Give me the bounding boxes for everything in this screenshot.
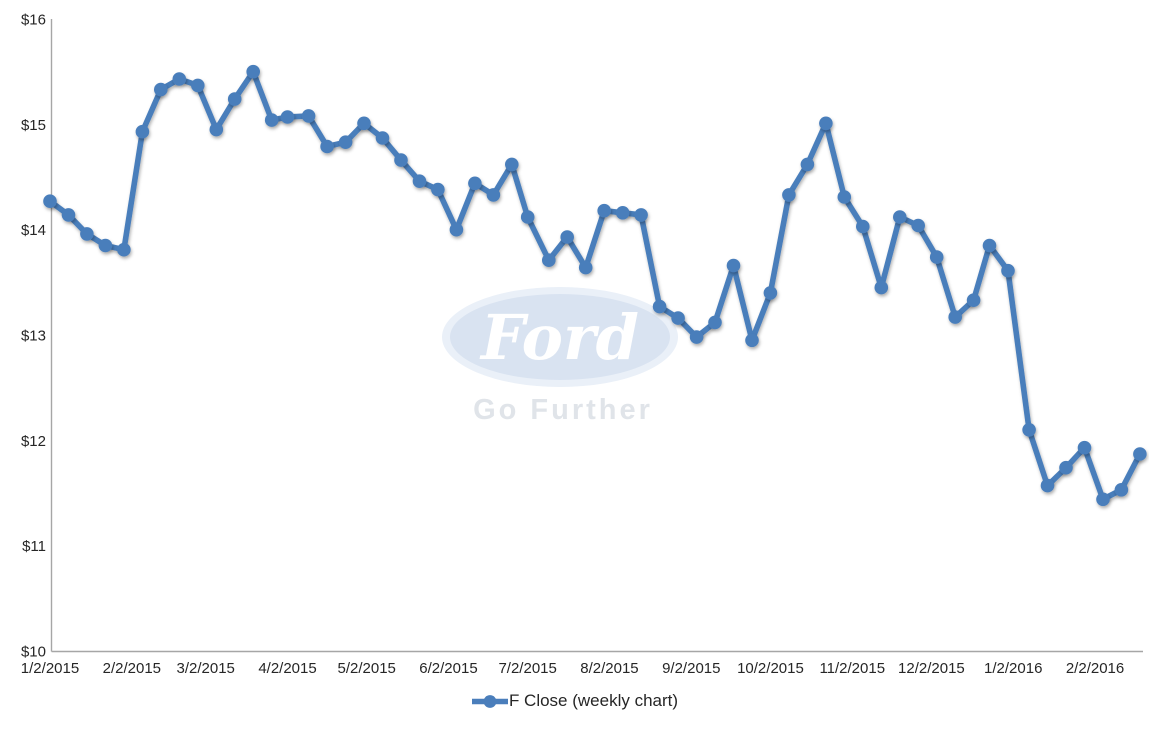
- data-point-marker: [542, 253, 556, 267]
- data-point-marker: [486, 188, 501, 202]
- data-point-marker: [227, 92, 242, 106]
- data-point-marker: [634, 208, 648, 222]
- y-tick-label: $11: [22, 538, 46, 555]
- data-point-marker: [782, 188, 796, 202]
- price-series: [43, 64, 1147, 507]
- x-tick-label: 2/2/2016: [1066, 660, 1124, 677]
- data-point-marker: [135, 124, 150, 139]
- data-point-marker: [394, 153, 408, 167]
- data-point-marker: [893, 210, 907, 224]
- x-tick-label: 1/2/2016: [984, 660, 1042, 677]
- y-axis-labels: $16 $15 $14 $13 $12 $11 $10: [21, 12, 46, 661]
- data-point-marker: [209, 122, 224, 137]
- x-tick-label: 7/2/2015: [498, 660, 556, 677]
- data-point-marker: [578, 260, 593, 275]
- y-tick-label: $12: [21, 433, 46, 450]
- data-point-marker: [431, 182, 445, 197]
- data-point-marker: [154, 82, 168, 97]
- data-point-marker: [61, 208, 76, 222]
- data-point-marker: [1096, 492, 1110, 507]
- x-axis-labels: 1/2/2015 2/2/2015 3/2/2015 4/2/2015 5/2/2015…: [21, 660, 1124, 677]
- data-point-marker: [375, 131, 390, 145]
- data-point-marker: [468, 176, 482, 191]
- data-point-marker: [1133, 447, 1147, 461]
- x-tick-label: 12/2/2015: [898, 660, 965, 677]
- data-point-marker: [708, 315, 722, 330]
- data-point-marker: [763, 286, 778, 300]
- data-point-marker: [726, 258, 741, 273]
- data-point-marker: [911, 218, 925, 233]
- legend-series-label: F Close (weekly chart): [508, 691, 679, 710]
- data-point-marker: [1001, 263, 1015, 278]
- data-point-marker: [597, 203, 611, 218]
- data-point-marker: [172, 72, 187, 86]
- data-point-marker: [191, 78, 205, 93]
- data-point-marker: [652, 299, 667, 314]
- x-tick-label: 5/2/2015: [337, 660, 395, 677]
- data-point-marker: [357, 116, 371, 131]
- go-further-tagline: Go Further: [473, 394, 653, 426]
- data-point-marker: [745, 333, 759, 348]
- data-point-marker: [117, 242, 131, 257]
- y-tick-label: $13: [21, 328, 46, 345]
- data-point-marker: [800, 157, 815, 172]
- x-tick-label: 4/2/2015: [258, 660, 316, 677]
- data-point-marker: [874, 280, 889, 295]
- x-tick-label: 1/2/2015: [21, 660, 79, 677]
- x-tick-label: 11/2/2015: [819, 660, 885, 677]
- chart-legend: F Close (weekly chart): [0, 691, 1149, 711]
- x-tick-label: 9/2/2015: [662, 660, 720, 677]
- x-tick-label: 3/2/2015: [177, 660, 235, 677]
- data-point-marker: [948, 310, 962, 324]
- data-point-marker: [301, 109, 316, 123]
- data-point-marker: [449, 222, 464, 237]
- data-point-marker: [412, 174, 427, 188]
- data-point-marker: [80, 227, 94, 241]
- data-point-marker: [520, 210, 535, 224]
- x-tick-label: 10/2/2015: [737, 660, 804, 677]
- x-tick-label: 2/2/2015: [103, 660, 161, 677]
- price-line: [47, 68, 1143, 503]
- data-point-marker: [1114, 483, 1129, 497]
- data-point-marker: [671, 311, 685, 325]
- data-point-marker: [560, 230, 574, 244]
- y-tick-label: $14: [21, 222, 46, 239]
- data-point-marker: [1040, 478, 1055, 493]
- y-tick-label: $10: [21, 644, 46, 661]
- ford-logo-watermark: Ford Go Further: [442, 287, 678, 426]
- y-tick-label: $15: [21, 117, 46, 134]
- data-point-marker: [819, 116, 833, 131]
- legend-line-marker-icon: [471, 694, 508, 708]
- ford-script-text: Ford: [479, 301, 639, 374]
- data-point-marker: [505, 157, 519, 172]
- data-point-marker: [43, 194, 57, 208]
- x-tick-label: 8/2/2015: [580, 660, 638, 677]
- data-point-marker: [246, 64, 260, 79]
- data-point-marker: [615, 206, 630, 220]
- data-point-marker: [264, 113, 279, 127]
- data-point-marker: [856, 219, 870, 234]
- data-point-marker: [338, 135, 353, 149]
- data-point-marker: [982, 238, 997, 253]
- data-point-marker: [689, 330, 704, 344]
- data-point-marker: [929, 250, 944, 264]
- data-point-marker: [280, 110, 295, 124]
- data-point-marker: [1059, 460, 1073, 475]
- data-point-marker: [320, 139, 334, 154]
- data-point-marker: [1022, 423, 1036, 437]
- y-tick-label: $16: [21, 12, 46, 29]
- axes: [50, 19, 1143, 653]
- data-point-marker: [966, 293, 981, 308]
- data-point-marker: [1077, 440, 1092, 455]
- data-point-marker: [98, 238, 113, 253]
- data-point-marker: [837, 190, 852, 204]
- x-tick-label: 6/2/2015: [419, 660, 477, 677]
